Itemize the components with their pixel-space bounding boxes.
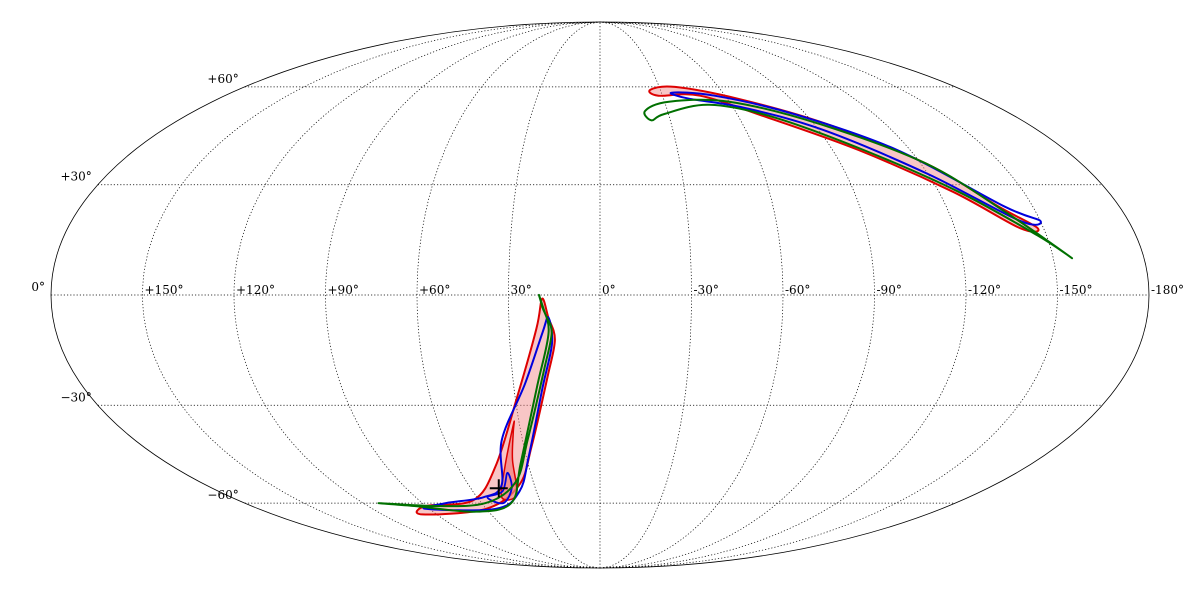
lat-label: +30° <box>60 170 91 184</box>
lon-label: +60° <box>419 283 450 297</box>
meridian-line <box>599 21 1058 569</box>
lon-label: 0° <box>602 283 616 297</box>
lat-label: 0° <box>31 280 45 294</box>
coordinate-labels: +60° +30° 0° −30° −60° +150° +120° +90° +60° 30° 0… <box>31 72 1184 502</box>
contour-red-90 <box>415 297 556 516</box>
contour-green-90 <box>377 293 553 513</box>
graticule <box>50 21 1150 569</box>
lat-label: +60° <box>207 72 238 86</box>
lat-label: −30° <box>60 390 91 404</box>
contour-blue-90 <box>669 91 1042 226</box>
lon-label: -150° <box>1060 283 1093 297</box>
source-marker <box>489 479 508 498</box>
lon-label: -90° <box>877 283 902 297</box>
contour-green-90 <box>643 98 1074 260</box>
lon-label: 30° <box>511 283 532 297</box>
contour-region-north-arc <box>643 85 1074 260</box>
lon-label: +90° <box>328 283 359 297</box>
lon-label: -60° <box>785 283 810 297</box>
meridian-line <box>325 21 601 569</box>
meridian-line <box>508 21 601 569</box>
lat-label: −60° <box>207 488 238 502</box>
lon-label: -30° <box>694 283 719 297</box>
meridian-line <box>142 21 601 569</box>
lon-label: +150° <box>145 283 184 297</box>
lon-label: +120° <box>236 283 275 297</box>
lon-label: -180° <box>1151 283 1184 297</box>
probability-contours <box>377 85 1074 516</box>
contour-red-90 <box>648 85 1040 233</box>
contour-region-south-arc <box>377 293 556 516</box>
lon-label: -120° <box>968 283 1001 297</box>
